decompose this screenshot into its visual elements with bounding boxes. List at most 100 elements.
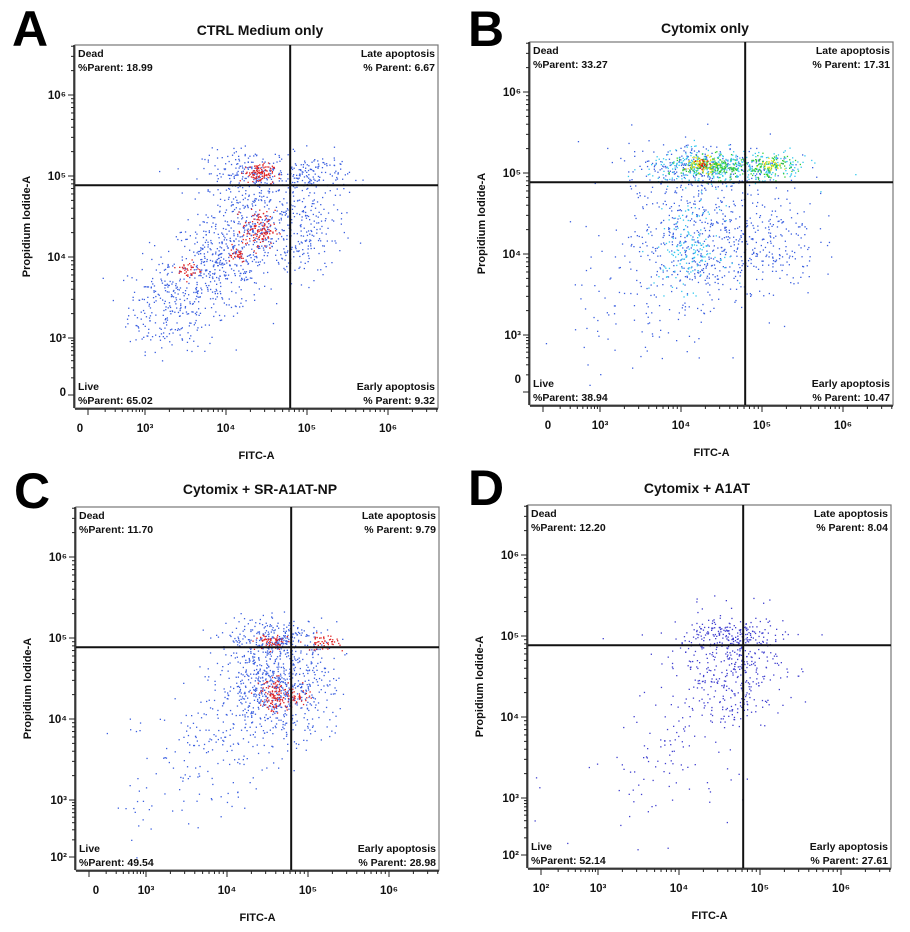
event-point (318, 252, 320, 255)
event-point (694, 145, 696, 147)
event-point (698, 234, 700, 236)
event-point (146, 286, 148, 288)
event-point (308, 257, 310, 260)
event-point (780, 157, 782, 160)
event-point (286, 678, 288, 680)
event-point (206, 260, 208, 263)
event-point (658, 276, 660, 278)
event-point (242, 674, 244, 676)
event-point (166, 274, 168, 276)
event-point (671, 244, 674, 246)
event-point (749, 257, 751, 260)
event-point (258, 633, 261, 635)
event-point (268, 244, 271, 246)
event-point (247, 199, 249, 201)
event-point (310, 239, 312, 242)
event-point (317, 175, 320, 178)
event-point (221, 262, 223, 264)
event-point (276, 711, 278, 713)
event-point (227, 155, 229, 158)
event-point (167, 266, 169, 268)
event-point (285, 722, 287, 724)
event-point (246, 233, 248, 235)
event-point (224, 199, 226, 201)
event-point (260, 637, 262, 639)
event-point (260, 725, 263, 727)
event-point (342, 638, 344, 640)
event-point (260, 168, 263, 171)
event-point (283, 672, 285, 674)
event-point (286, 238, 288, 240)
event-point (280, 637, 282, 640)
event-point (743, 159, 745, 161)
event-point (280, 219, 282, 221)
event-point (791, 170, 793, 173)
event-point (196, 241, 198, 243)
event-point (240, 256, 242, 258)
event-point (608, 314, 610, 316)
event-point (283, 248, 285, 250)
event-point (293, 741, 296, 743)
event-point (224, 736, 226, 738)
event-point (207, 161, 209, 163)
event-point (272, 168, 274, 170)
event-point (694, 269, 696, 271)
event-point (784, 150, 786, 152)
event-point (737, 162, 739, 164)
event-point (789, 176, 791, 178)
event-point (676, 249, 678, 251)
event-point (301, 171, 303, 173)
event-point (691, 167, 693, 169)
event-point (244, 662, 247, 664)
event-point (262, 225, 264, 228)
event-point (306, 634, 308, 636)
event-point (698, 158, 700, 160)
event-point (136, 325, 138, 327)
event-point (257, 631, 259, 633)
event-point (760, 165, 762, 168)
event-point (686, 275, 688, 277)
event-point (791, 164, 793, 166)
event-point (613, 305, 616, 307)
event-point (322, 245, 324, 247)
event-point (152, 277, 154, 280)
event-point (763, 166, 765, 168)
event-point (828, 241, 831, 244)
event-point (679, 209, 681, 211)
event-point (258, 175, 261, 177)
event-point (275, 658, 278, 660)
event-point (311, 234, 313, 236)
event-point (271, 165, 273, 167)
event-point (755, 178, 757, 181)
event-point (801, 224, 803, 226)
event-point (193, 324, 195, 326)
event-point (263, 689, 266, 691)
event-point (236, 682, 238, 684)
event-point (785, 246, 787, 248)
event-point (250, 652, 252, 654)
event-point (222, 264, 224, 266)
event-point (681, 178, 683, 180)
event-point (808, 260, 811, 262)
event-point (694, 156, 696, 159)
event-point (690, 164, 692, 166)
event-point (695, 295, 697, 297)
event-point (189, 303, 191, 305)
event-point (741, 306, 743, 309)
event-point (255, 237, 257, 239)
event-point (784, 161, 786, 163)
event-point (738, 164, 740, 166)
event-point (343, 188, 345, 190)
event-point (308, 679, 310, 681)
event-point (285, 637, 287, 639)
event-point (684, 302, 686, 304)
event-point (727, 159, 729, 162)
event-point (269, 653, 271, 655)
event-point (740, 235, 742, 237)
event-point (270, 169, 272, 172)
event-point (246, 758, 248, 760)
event-point (721, 162, 723, 164)
event-point (276, 641, 278, 643)
event-point (262, 158, 264, 160)
event-point (692, 166, 694, 168)
